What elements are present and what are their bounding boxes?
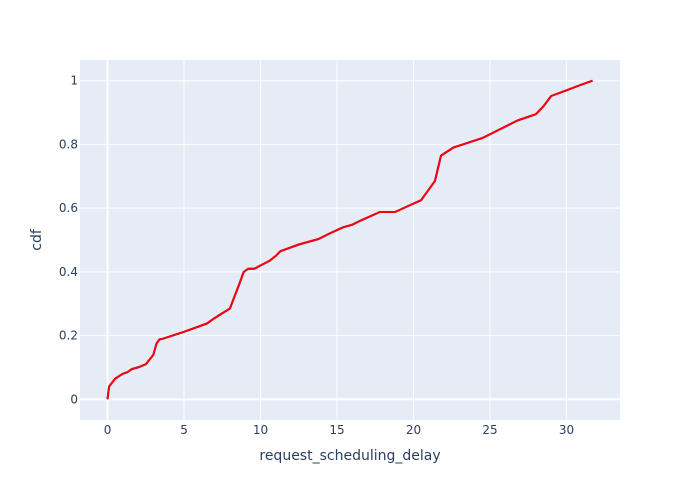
y-tick-label: 0.6 <box>59 201 78 215</box>
y-tick-label: 0.8 <box>59 137 78 151</box>
x-tick-label: 0 <box>104 423 112 437</box>
x-tick-label: 20 <box>406 423 421 437</box>
x-tick-labels: 0 5 10 15 20 25 30 <box>104 423 574 437</box>
x-axis-title: request_scheduling_delay <box>259 448 440 464</box>
y-tick-label: 0.2 <box>59 329 78 343</box>
series-line-red <box>106 79 593 400</box>
plot-area <box>80 60 620 420</box>
y-axis-title: cdf <box>29 228 45 251</box>
y-tick-labels: 0 0.2 0.4 0.6 0.8 1 <box>59 74 78 407</box>
y-tick-label: 1 <box>70 74 78 88</box>
x-tick-label: 25 <box>482 423 497 437</box>
x-tick-label: 15 <box>329 423 344 437</box>
x-gridlines <box>106 60 567 420</box>
x-tick-label: 30 <box>559 423 574 437</box>
series-lines <box>106 79 593 400</box>
x-tick-label: 5 <box>180 423 188 437</box>
x-tick-label: 10 <box>253 423 268 437</box>
y-tick-label: 0.4 <box>59 265 78 279</box>
y-tick-label: 0 <box>70 392 78 406</box>
